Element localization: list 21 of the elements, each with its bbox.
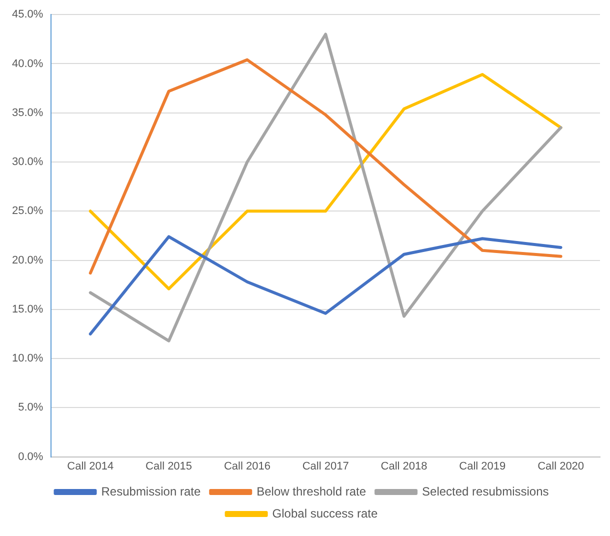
legend-label: Resubmission rate xyxy=(101,484,201,498)
y-tick-label: 0.0% xyxy=(18,450,44,463)
legend-label: Below threshold rate xyxy=(256,484,366,498)
x-tick-label: Call 2020 xyxy=(538,460,584,472)
y-tick-label: 15.0% xyxy=(12,303,44,316)
x-tick-label: Call 2019 xyxy=(459,460,506,472)
x-tick-label: Call 2014 xyxy=(67,460,114,472)
legend-label: Global success rate xyxy=(272,506,378,520)
y-tick-label: 40.0% xyxy=(12,58,44,70)
y-tick-label: 45.0% xyxy=(12,8,44,21)
legend-label: Selected resubmissions xyxy=(422,484,549,498)
x-tick-label: Call 2015 xyxy=(146,460,192,472)
y-tick-label: 35.0% xyxy=(12,106,44,119)
x-tick-label: Call 2016 xyxy=(224,460,270,472)
y-tick-label: 5.0% xyxy=(18,402,44,414)
y-tick-label: 10.0% xyxy=(12,352,44,365)
x-tick-label: Call 2018 xyxy=(380,460,428,472)
y-tick-label: 20.0% xyxy=(12,254,44,266)
y-tick-label: 30.0% xyxy=(12,156,44,168)
y-tick-label: 25.0% xyxy=(12,205,44,218)
x-tick-label: Call 2017 xyxy=(302,460,349,472)
